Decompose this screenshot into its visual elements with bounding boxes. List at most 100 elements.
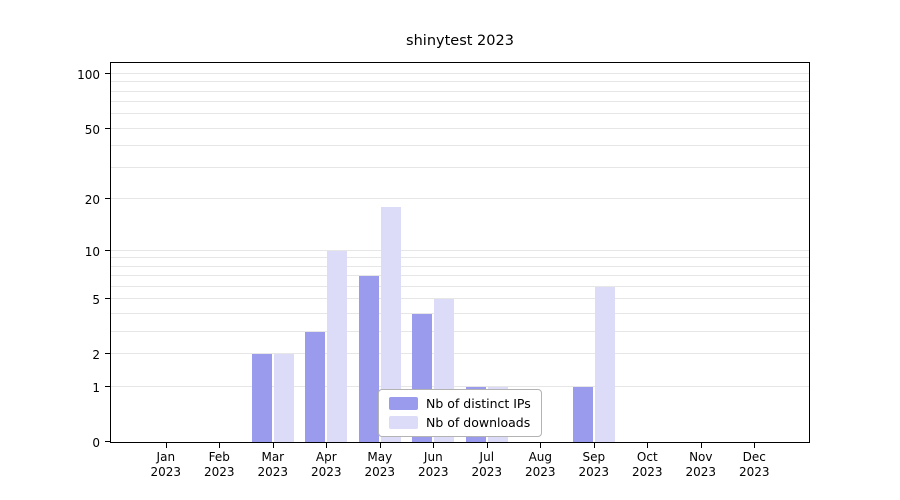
bar-nb-of-distinct-ips-mar: [251, 354, 272, 442]
x-tick-month: Aug: [528, 450, 553, 464]
x-tick-year: 2023: [364, 465, 396, 479]
x-tick-year: 2023: [685, 465, 717, 479]
x-tick-label-jun: Jun 2023: [401, 450, 465, 480]
x-tick-label-nov: Nov 2023: [669, 450, 733, 480]
gridline: [111, 385, 809, 387]
x-tick-month: Jul: [479, 450, 495, 464]
x-tick-label-jan: Jan 2023: [134, 450, 198, 480]
gridline: [111, 127, 809, 129]
gridline: [111, 113, 809, 115]
legend-label-distinct-ips: Nb of distinct IPs: [426, 396, 531, 411]
x-tick-year: 2023: [471, 465, 503, 479]
gridline: [111, 101, 809, 103]
y-tick-mark: [105, 198, 110, 200]
y-tick-label: 20: [84, 193, 100, 208]
x-tick-year: 2023: [204, 465, 235, 479]
x-tick-label-aug: Aug 2023: [508, 450, 572, 480]
legend: Nb of distinct IPs Nb of downloads: [378, 389, 542, 437]
y-tick-mark: [105, 127, 110, 129]
chart-title: shinytest 2023: [406, 33, 514, 49]
gridline: [111, 275, 809, 277]
x-tick-label-sep: Sep 2023: [562, 450, 626, 480]
y-tick-label: 0: [92, 436, 100, 450]
gridline: [111, 198, 809, 200]
x-tick-year: 2023: [418, 465, 449, 479]
gridline: [111, 257, 809, 259]
x-tick-label-jul: Jul 2023: [455, 450, 519, 480]
y-tick-label: 100: [77, 68, 100, 82]
x-tick-year: 2023: [632, 465, 663, 479]
x-tick-label-feb: Feb 2023: [187, 450, 251, 480]
gridline: [111, 298, 809, 300]
x-tick-year: 2023: [578, 465, 610, 479]
gridline: [111, 353, 809, 355]
legend-item-downloads: Nb of downloads: [389, 415, 531, 430]
gridline: [111, 265, 809, 267]
x-tick-mark: [593, 443, 595, 448]
bar-nb-of-distinct-ips-sep: [572, 386, 593, 442]
x-tick-month: May: [367, 450, 393, 464]
x-tick-mark: [700, 443, 702, 448]
x-tick-year: 2023: [739, 465, 770, 479]
y-tick-label: 10: [84, 244, 100, 259]
x-tick-month: Nov: [689, 450, 713, 464]
x-tick-mark: [219, 443, 221, 448]
legend-swatch-distinct-ips: [389, 397, 418, 410]
x-tick-month: Jan: [156, 450, 176, 464]
bar-nb-of-downloads-mar: [273, 354, 294, 442]
x-tick-mark: [486, 443, 488, 448]
gridline: [111, 312, 809, 314]
y-tick-label: 5: [92, 293, 100, 308]
bar-nb-of-distinct-ips-may: [358, 276, 379, 442]
x-tick-mark: [540, 443, 542, 448]
x-tick-mark: [379, 443, 381, 448]
y-tick-mark: [105, 441, 110, 442]
x-tick-mark: [326, 443, 328, 448]
x-tick-label-mar: Mar 2023: [241, 450, 305, 480]
bar-nb-of-distinct-ips-apr: [305, 331, 326, 442]
x-tick-label-dec: Dec 2023: [722, 450, 786, 480]
x-tick-mark: [647, 443, 649, 448]
plot-area: [105, 62, 810, 448]
x-tick-year: 2023: [311, 465, 342, 479]
y-tick-label: 2: [92, 348, 100, 363]
x-tick-month: Feb: [208, 450, 230, 464]
y-tick-mark: [105, 249, 110, 251]
x-tick-year: 2023: [257, 465, 289, 479]
x-tick-month: Dec: [742, 450, 766, 464]
x-tick-mark: [754, 443, 756, 448]
y-tick-mark: [105, 73, 110, 74]
x-tick-month: Sep: [582, 450, 606, 464]
gridline: [111, 81, 809, 83]
gridline: [111, 144, 809, 146]
legend-label-downloads: Nb of downloads: [426, 415, 531, 430]
gridline: [111, 90, 809, 92]
y-tick-mark: [105, 353, 110, 355]
x-tick-year: 2023: [525, 465, 556, 479]
y-tick-mark: [105, 298, 110, 300]
y-tick-label: 50: [84, 122, 100, 137]
bar-nb-of-downloads-sep: [594, 286, 615, 442]
x-tick-mark: [272, 443, 274, 448]
gridline: [111, 330, 809, 332]
x-tick-mark: [165, 443, 167, 448]
y-tick-mark: [105, 385, 110, 387]
x-tick-month: Jun: [423, 450, 443, 464]
x-tick-month: Apr: [315, 450, 337, 464]
gridline: [111, 249, 809, 251]
x-tick-month: Mar: [261, 450, 285, 464]
y-tick-label: 1: [92, 380, 100, 395]
x-tick-label-apr: Apr 2023: [294, 450, 358, 480]
x-tick-label-may: May 2023: [348, 450, 412, 480]
bar-nb-of-downloads-apr: [327, 250, 348, 442]
x-axis-labels: Jan 2023 Feb 2023 Mar 2023 Apr 2023 May 2023 Jun 20…: [110, 444, 810, 490]
x-tick-mark: [433, 443, 435, 448]
gridline: [111, 73, 809, 74]
bar-nb-of-downloads-may: [380, 207, 401, 442]
legend-swatch-downloads: [389, 416, 418, 429]
y-axis-labels: 0 1 2 5 10 20 50 100: [0, 62, 104, 450]
gridline: [111, 285, 809, 287]
x-tick-label-oct: Oct 2023: [615, 450, 679, 480]
x-tick-month: Oct: [636, 450, 658, 464]
